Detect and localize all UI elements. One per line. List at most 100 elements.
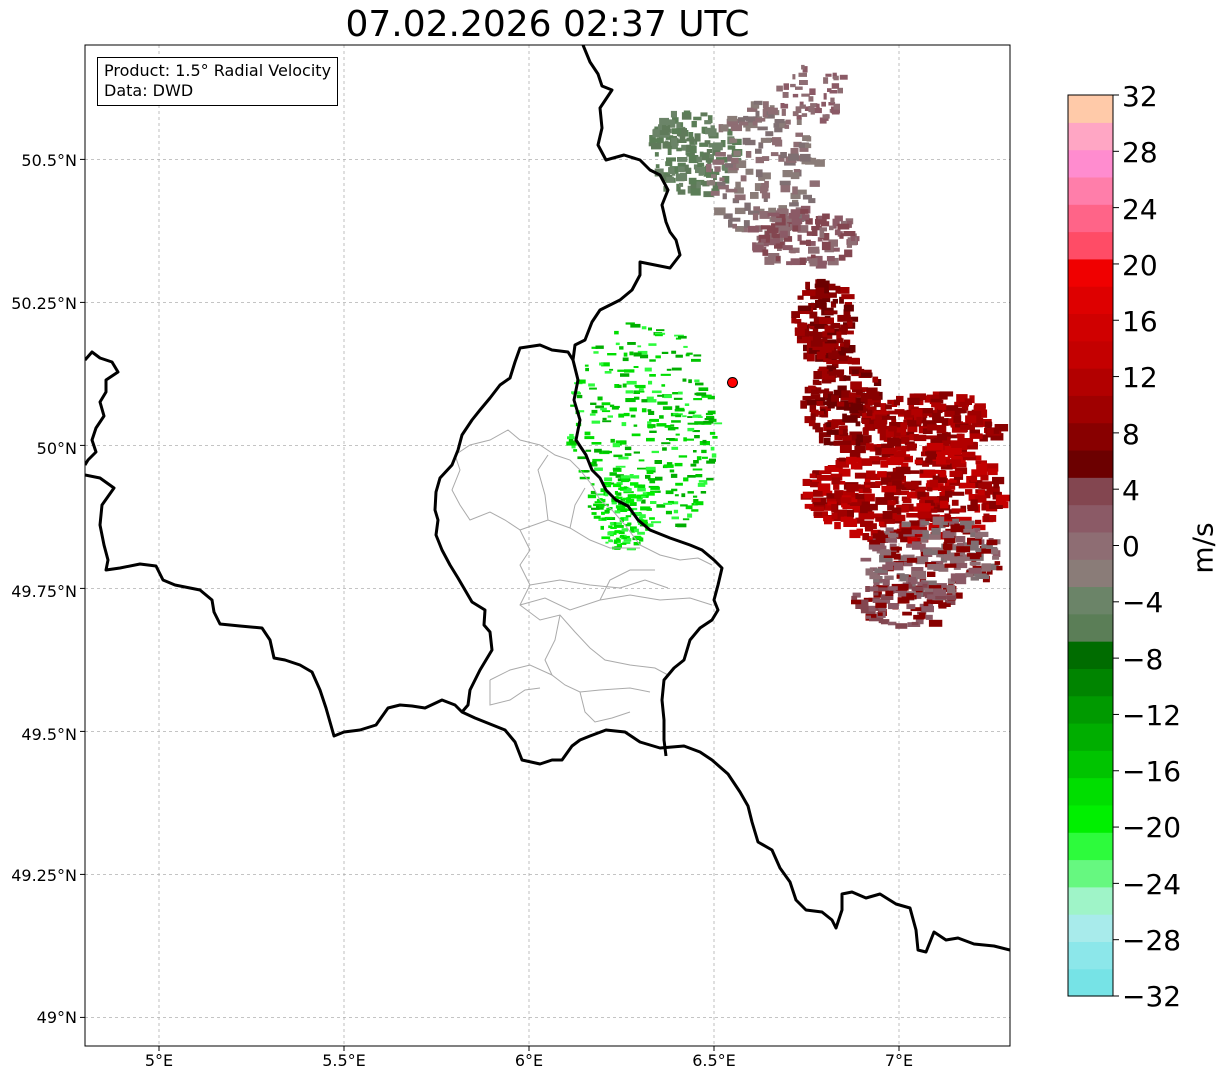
velocity-cell (954, 562, 968, 569)
velocity-cell (851, 433, 861, 441)
velocity-cell (802, 491, 814, 499)
velocity-cell (936, 425, 947, 434)
velocity-cell (675, 405, 680, 410)
velocity-cell (880, 460, 889, 468)
velocity-cell (861, 520, 874, 525)
velocity-cell (651, 450, 659, 454)
velocity-cell (847, 509, 854, 518)
velocity-cell (640, 354, 649, 359)
colorbar-segment (1068, 777, 1113, 806)
colorbar-tick-label: 28 (1122, 136, 1158, 169)
velocity-cell (823, 233, 830, 241)
velocity-cell (588, 463, 598, 467)
velocity-cell (914, 459, 923, 465)
velocity-cell (895, 466, 911, 475)
velocity-cell (885, 538, 898, 543)
velocity-cell (691, 121, 697, 128)
velocity-cell (961, 451, 976, 458)
velocity-cell (817, 369, 831, 375)
velocity-cell (622, 383, 627, 388)
velocity-cell (911, 621, 919, 626)
velocity-cell (858, 511, 875, 520)
velocity-cell (731, 157, 739, 164)
velocity-cell (677, 162, 686, 168)
velocity-cell (695, 474, 703, 478)
velocity-cell (842, 413, 847, 422)
velocity-cell (595, 345, 604, 349)
velocity-cell (642, 521, 648, 524)
velocity-cell (929, 508, 938, 513)
velocity-cell (810, 394, 821, 400)
velocity-cell (685, 438, 694, 441)
velocity-cell (986, 486, 1000, 495)
velocity-cell (907, 491, 921, 499)
lat-tick-label: 49°N (36, 1008, 77, 1027)
velocity-cell (815, 260, 827, 269)
velocity-cell (866, 615, 871, 619)
velocity-cell (667, 427, 676, 431)
velocity-cell (712, 147, 721, 156)
velocity-cell (666, 176, 674, 183)
velocity-cell (666, 438, 675, 440)
velocity-cell (831, 477, 841, 485)
velocity-cell (689, 136, 694, 143)
velocity-cell (885, 404, 892, 410)
velocity-cell (609, 404, 615, 408)
velocity-cell (834, 229, 841, 236)
velocity-cell (645, 474, 651, 479)
velocity-cell (812, 470, 820, 479)
velocity-cell (618, 456, 629, 460)
velocity-cell (623, 352, 628, 357)
velocity-cell (694, 421, 705, 425)
velocity-cell (875, 602, 887, 608)
velocity-cell (633, 352, 642, 357)
velocity-cell (710, 446, 715, 451)
velocity-cell (796, 189, 807, 195)
velocity-cell (780, 184, 791, 193)
velocity-cell (752, 121, 758, 126)
velocity-cell (856, 368, 865, 373)
velocity-cell (809, 88, 816, 95)
velocity-cell (699, 151, 704, 158)
velocity-cell (900, 422, 908, 430)
velocity-cell (887, 503, 895, 511)
radar-site-marker (727, 376, 738, 388)
velocity-cell (885, 527, 894, 532)
velocity-cell (810, 481, 820, 488)
velocity-cell (869, 567, 877, 571)
velocity-cell (833, 103, 840, 111)
velocity-cell (894, 409, 905, 415)
velocity-cell (834, 521, 841, 530)
lat-tick-label: 49.5°N (21, 725, 77, 744)
velocity-cell (755, 110, 760, 118)
velocity-cell (727, 115, 738, 122)
velocity-cell (712, 181, 720, 190)
velocity-cell (839, 444, 852, 453)
velocity-cell (596, 505, 604, 510)
velocity-cell (979, 546, 993, 554)
velocity-cell (956, 543, 965, 549)
velocity-cell (866, 409, 873, 417)
velocity-cell (629, 351, 634, 356)
velocity-cell (808, 385, 816, 392)
velocity-cell (707, 115, 713, 124)
velocity-cell (641, 499, 646, 504)
velocity-cell (609, 507, 613, 510)
velocity-cell (698, 169, 704, 176)
colorbar-tick-label: −20 (1122, 811, 1182, 844)
velocity-cell (686, 152, 692, 157)
velocity-cell (812, 328, 819, 335)
velocity-cell (838, 457, 846, 462)
velocity-cell (735, 226, 744, 232)
velocity-cell (992, 556, 1000, 560)
velocity-cell (775, 121, 787, 129)
velocity-cell (794, 327, 805, 336)
velocity-cell (839, 390, 851, 398)
colorbar (1067, 94, 1119, 997)
velocity-cell (623, 486, 627, 489)
colorbar-tick-label: 8 (1122, 418, 1140, 451)
velocity-cell (933, 589, 947, 596)
velocity-cell (818, 432, 831, 438)
velocity-cell (687, 491, 694, 494)
velocity-cell (577, 456, 588, 460)
